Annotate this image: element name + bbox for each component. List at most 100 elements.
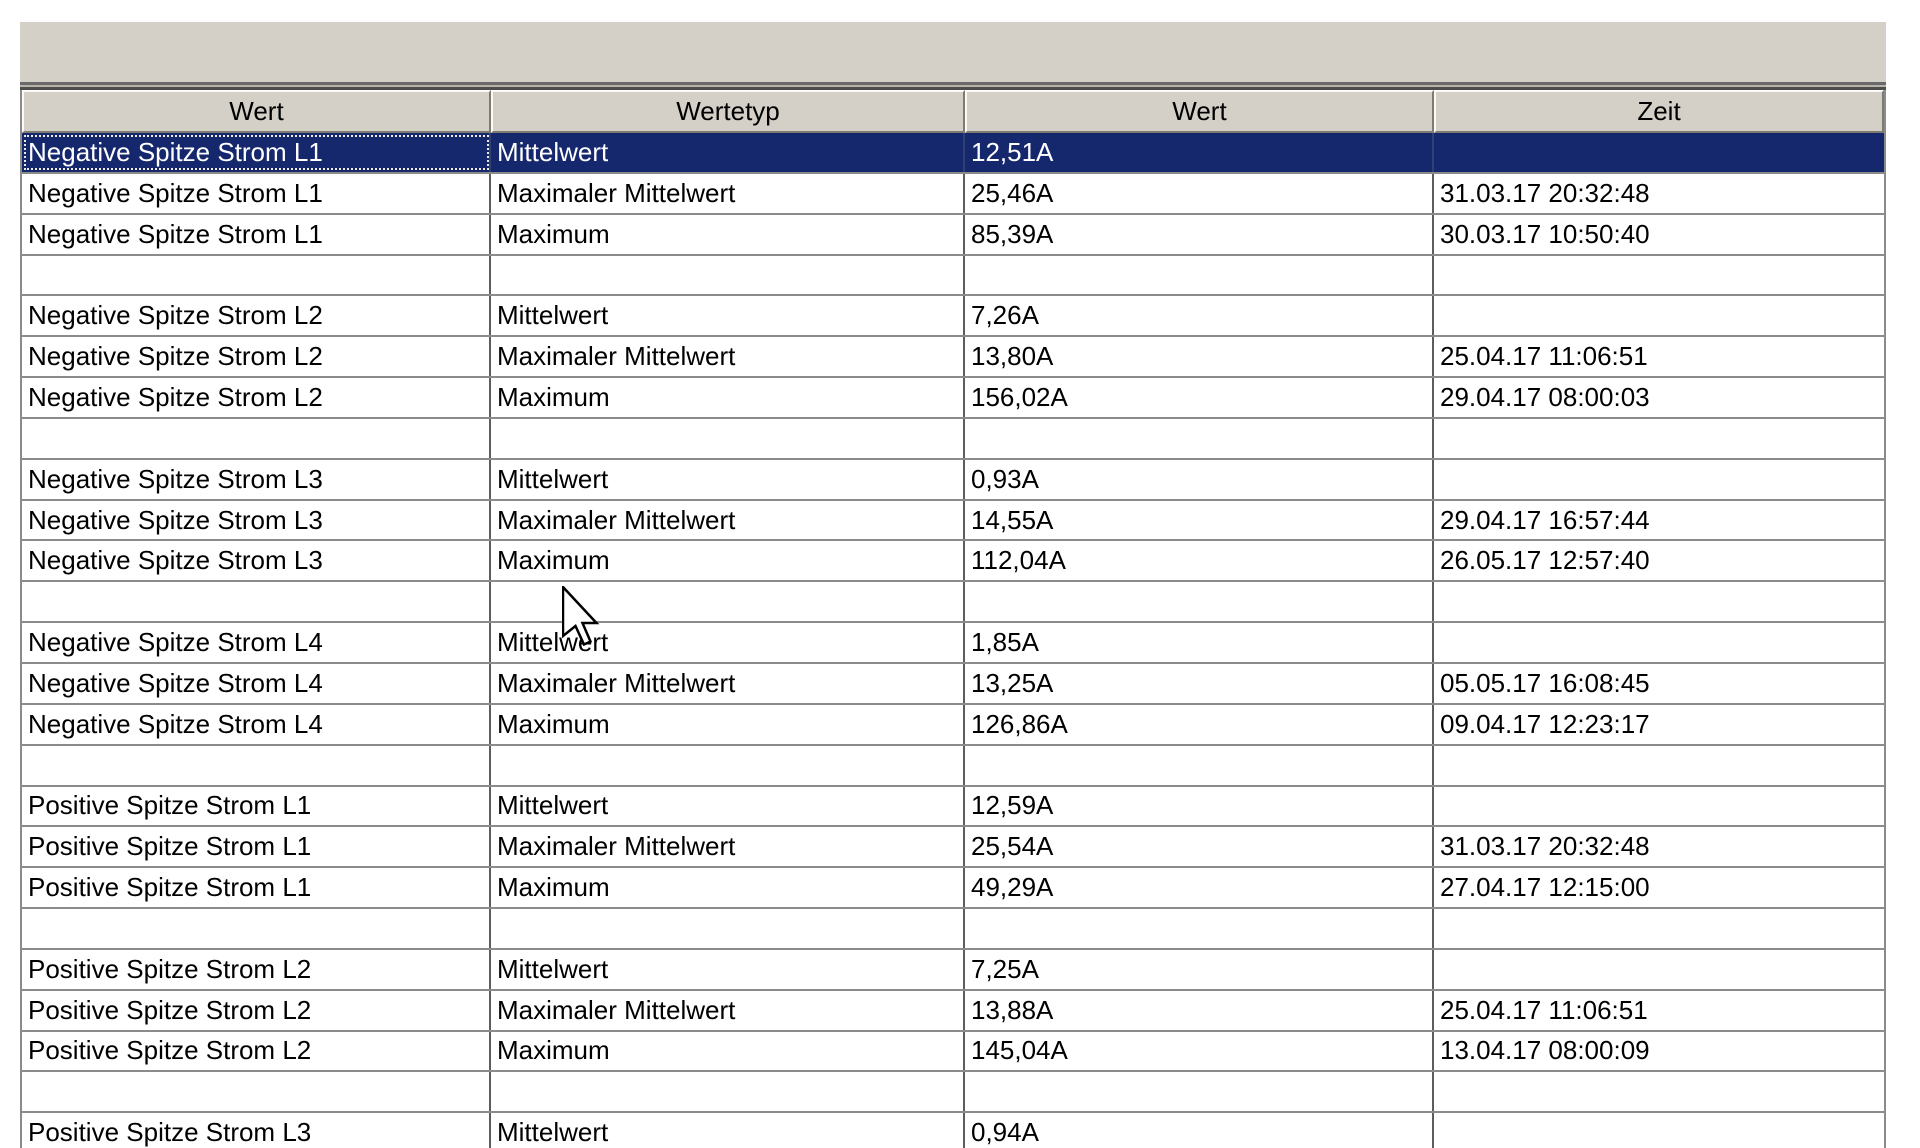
cell-wertetyp[interactable]: Maximaler Mittelwert [491,663,965,703]
cell-wert-value[interactable]: 25,46A [965,173,1434,213]
cell-wertetyp[interactable] [491,255,965,295]
column-header-zeit[interactable]: Zeit [1433,90,1884,133]
column-header-wert-value[interactable]: Wert [964,90,1434,133]
cell-zeit[interactable]: 26.05.17 12:57:40 [1439,545,1650,576]
cell-wertetyp[interactable]: Maximaler Mittelwert [491,500,965,540]
cell-wert-value[interactable]: 126,86A [965,704,1434,744]
cell-wert-value[interactable]: 13,25A [965,663,1434,703]
cell-wertetyp[interactable]: Mittelwert [491,1113,965,1148]
cell-wert-name[interactable]: Negative Spitze Strom L2 [22,337,491,377]
cell-zeit[interactable] [1434,296,1884,335]
cell-wertetyp[interactable]: Maximum [491,704,965,744]
cell-wert-value[interactable]: 85,39A [965,214,1434,254]
cell-wert-value[interactable] [965,745,1434,785]
cell-wertetyp[interactable]: Maximum [491,378,965,417]
cell-zeit[interactable] [1434,460,1884,499]
cell-wertetyp[interactable]: Maximaler Mittelwert [491,827,965,867]
table-row-empty[interactable] [22,582,1884,624]
cell-wert-value[interactable]: 13,88A [965,990,1434,1030]
cell-zeit[interactable]: 25.04.17 11:06:51 [1439,341,1648,372]
cell-wert-value[interactable]: 12,51A [965,133,1434,172]
cell-wert-name[interactable] [22,1072,491,1112]
cell-zeit[interactable]: 29.04.17 16:57:44 [1439,504,1650,535]
cell-wertetyp[interactable]: Mittelwert [491,296,965,336]
cell-wert-name[interactable]: Positive Spitze Strom L1 [22,827,491,867]
cell-wert-name[interactable] [22,909,491,948]
table-row[interactable]: Negative Spitze Strom L1 Mittelwert 12,51A [22,133,1884,174]
cell-wert-name[interactable]: Negative Spitze Strom L4 [22,704,491,744]
cell-zeit[interactable] [1434,1072,1884,1111]
cell-zeit[interactable]: 29.04.17 08:00:03 [1439,381,1650,412]
cell-wert-name[interactable]: Negative Spitze Strom L1 [22,173,491,213]
cell-wert-name[interactable] [22,418,491,458]
cell-wertetyp[interactable] [491,909,965,948]
cell-wert-value[interactable] [965,1072,1434,1112]
cell-wert-value[interactable] [965,255,1434,295]
table-row[interactable]: Negative Spitze Strom L3 Maximum 112,04A 26… [22,541,1884,583]
cell-wertetyp[interactable]: Maximaler Mittelwert [491,173,965,213]
table-row[interactable]: Positive Spitze Strom L1 Maximaler Mittel… [22,827,1884,869]
cell-zeit[interactable] [1434,1113,1884,1148]
table-row[interactable]: Negative Spitze Strom L1 Maximum 85,39A 30.… [22,214,1884,256]
table-row[interactable]: Positive Spitze Strom L2 Maximum 145,04A 13… [22,1031,1884,1073]
cell-wertetyp[interactable]: Maximaler Mittelwert [491,337,965,377]
table-row-empty[interactable] [22,255,1884,297]
cell-wert-value[interactable] [965,582,1434,622]
cell-wertetyp[interactable]: Mittelwert [491,133,965,172]
cell-wert-name[interactable]: Negative Spitze Strom L4 [22,663,491,703]
table-row[interactable]: Negative Spitze Strom L4 Mittelwert 1,85A [22,623,1884,664]
cell-wert-value[interactable]: 0,94A [965,1113,1434,1148]
table-row[interactable]: Negative Spitze Strom L3 Mittelwert 0,93A [22,459,1884,501]
cell-zeit[interactable] [1434,133,1884,172]
cell-wertetyp[interactable]: Mittelwert [491,623,965,662]
cell-wert-name[interactable]: Negative Spitze Strom L1 [22,133,491,172]
cell-wert-value[interactable]: 7,25A [965,949,1434,989]
cell-wert-value[interactable]: 25,54A [965,827,1434,867]
cell-zeit[interactable] [1434,419,1884,458]
cell-wert-value[interactable] [965,909,1434,948]
table-row-empty[interactable] [22,909,1884,950]
cell-wert-name[interactable]: Negative Spitze Strom L3 [22,541,491,581]
table-row[interactable]: Positive Spitze Strom L2 Mittelwert 7,25A [22,949,1884,991]
cell-wert-name[interactable]: Negative Spitze Strom L2 [22,378,491,417]
table-row-empty[interactable] [22,745,1884,787]
cell-zeit[interactable]: 31.03.17 20:32:48 [1439,831,1650,862]
cell-wertetyp[interactable] [491,1072,965,1112]
cell-wert-name[interactable]: Positive Spitze Strom L1 [22,786,491,826]
cell-wert-name[interactable] [22,582,491,622]
cell-wert-value[interactable]: 12,59A [965,786,1434,826]
cell-wert-name[interactable]: Positive Spitze Strom L2 [22,990,491,1030]
table-row[interactable]: Negative Spitze Strom L4 Maximaler Mittel… [22,663,1884,705]
cell-zeit[interactable] [1434,582,1884,621]
table-row-empty[interactable] [22,1072,1884,1114]
cell-zeit[interactable] [1434,909,1884,948]
cell-wert-name[interactable]: Positive Spitze Strom L2 [22,1031,491,1071]
cell-wert-value[interactable]: 145,04A [965,1031,1434,1071]
cell-zeit[interactable]: 25.04.17 11:06:51 [1439,994,1648,1025]
cell-wert-value[interactable]: 49,29A [965,868,1434,908]
table-row[interactable]: Negative Spitze Strom L4 Maximum 126,86A 09… [22,704,1884,746]
cell-wert-name[interactable] [22,745,491,785]
cell-zeit[interactable]: 27.04.17 12:15:00 [1439,872,1650,903]
column-header-wert-name[interactable]: Wert [22,90,491,133]
cell-wert-name[interactable]: Negative Spitze Strom L1 [22,214,491,254]
cell-wert-name[interactable]: Negative Spitze Strom L3 [22,500,491,540]
cell-wert-value[interactable]: 156,02A [965,378,1434,417]
cell-wert-value[interactable]: 1,85A [965,623,1434,662]
cell-zeit[interactable] [1434,950,1884,989]
cell-wertetyp[interactable]: Maximum [491,214,965,254]
cell-wertetyp[interactable]: Maximum [491,1031,965,1071]
cell-wert-name[interactable]: Negative Spitze Strom L2 [22,296,491,336]
cell-wertetyp[interactable]: Mittelwert [491,949,965,989]
table-row[interactable]: Positive Spitze Strom L2 Maximaler Mittel… [22,990,1884,1032]
cell-wertetyp[interactable] [491,582,965,622]
table-row[interactable]: Negative Spitze Strom L2 Maximum 156,02A 29… [22,378,1884,419]
cell-wertetyp[interactable]: Maximum [491,541,965,581]
table-row[interactable]: Positive Spitze Strom L1 Maximum 49,29A 27.… [22,868,1884,910]
cell-wert-value[interactable]: 0,93A [965,459,1434,499]
table-row[interactable]: Positive Spitze Strom L3 Mittelwert 0,94A [22,1113,1884,1148]
cell-wertetyp[interactable] [491,418,965,458]
table-row[interactable]: Negative Spitze Strom L2 Mittelwert 7,26A [22,296,1884,338]
cell-wertetyp[interactable]: Maximum [491,868,965,908]
cell-wertetyp[interactable]: Mittelwert [491,786,965,826]
